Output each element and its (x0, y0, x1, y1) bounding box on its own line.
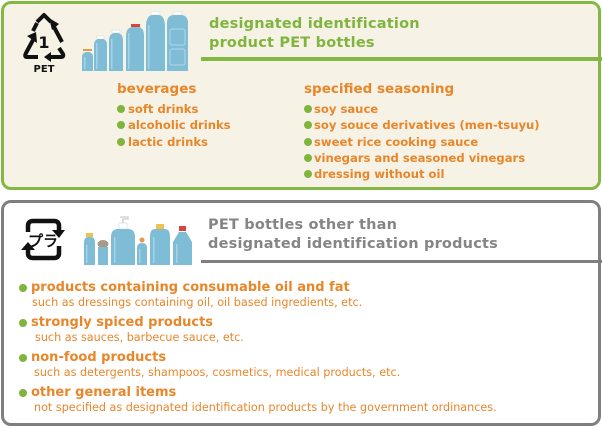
svg-text:PET: PET (34, 64, 55, 72)
list-item: soy souce derivatives (men-tsuyu) (304, 117, 540, 133)
list-item: other general items not specified as des… (19, 384, 497, 415)
item-description: such as sauces, barbecue sauce, etc. (35, 331, 244, 344)
list-item: vinegars and seasoned vinegars (304, 150, 540, 166)
designated-pet-panel: 1 PET (1, 1, 602, 190)
seasoning-list: specified seasoning soy sauce soy souce … (304, 80, 540, 182)
plastic-bottles-illustration (82, 215, 194, 265)
item-description: such as dressings containing oil, oil ba… (32, 296, 363, 309)
designated-heading-line1: designated identification (209, 16, 420, 32)
pet-bottles-illustration (80, 9, 194, 71)
designated-heading-line2: product PET bottles (209, 35, 375, 51)
list-item: strongly spiced products such as sauces,… (19, 314, 497, 345)
bullet-dot-icon (117, 105, 125, 114)
bullet-dot-icon (304, 170, 312, 179)
list-item: dressing without oil (304, 166, 540, 182)
pet-recycle-icon: 1 PET (16, 12, 72, 75)
designated-divider (201, 57, 602, 61)
item-title: non-food products (31, 350, 167, 365)
bullet-dot-icon (304, 105, 312, 114)
list-item: alcoholic drinks (117, 117, 231, 133)
list-item: products containing consumable oil and f… (19, 279, 497, 310)
other-divider (201, 260, 602, 263)
list-item: non-food products such as detergents, sh… (19, 349, 497, 380)
item-description: not specified as designated identificati… (34, 401, 497, 414)
list-item: soy sauce (304, 101, 540, 117)
bullet-dot-icon (19, 388, 27, 397)
seasoning-title: specified seasoning (304, 81, 455, 97)
bullet-dot-icon (304, 137, 312, 146)
beverages-title: beverages (117, 81, 197, 97)
bullet-dot-icon (304, 154, 312, 163)
list-item: lactic drinks (117, 134, 231, 150)
other-heading-line1: PET bottles other than (208, 217, 398, 233)
other-heading: PET bottles other than designated identi… (208, 216, 498, 254)
bullet-dot-icon (117, 121, 125, 130)
svg-text:1: 1 (38, 33, 49, 52)
item-description: such as detergents, shampoos, cosmetics,… (34, 366, 401, 379)
plastic-recycle-icon: プラ (18, 218, 68, 262)
beverages-list: beverages soft drinks alcoholic drinks l… (117, 80, 231, 150)
svg-text:プラ: プラ (28, 232, 58, 250)
item-title: strongly spiced products (31, 315, 214, 330)
designated-heading: designated identification product PET bo… (209, 15, 420, 53)
item-title: products containing consumable oil and f… (31, 280, 350, 295)
bullet-dot-icon (117, 137, 125, 146)
item-title: other general items (31, 385, 177, 400)
list-item: soft drinks (117, 101, 231, 117)
list-item: sweet rice cooking sauce (304, 134, 540, 150)
bullet-dot-icon (19, 283, 27, 292)
bullet-dot-icon (19, 318, 27, 327)
other-pet-panel: プラ (1, 200, 602, 426)
other-heading-line2: designated identification products (208, 236, 498, 252)
bullet-dot-icon (19, 353, 27, 362)
other-products-list: products containing consumable oil and f… (19, 279, 497, 419)
bullet-dot-icon (304, 121, 312, 130)
